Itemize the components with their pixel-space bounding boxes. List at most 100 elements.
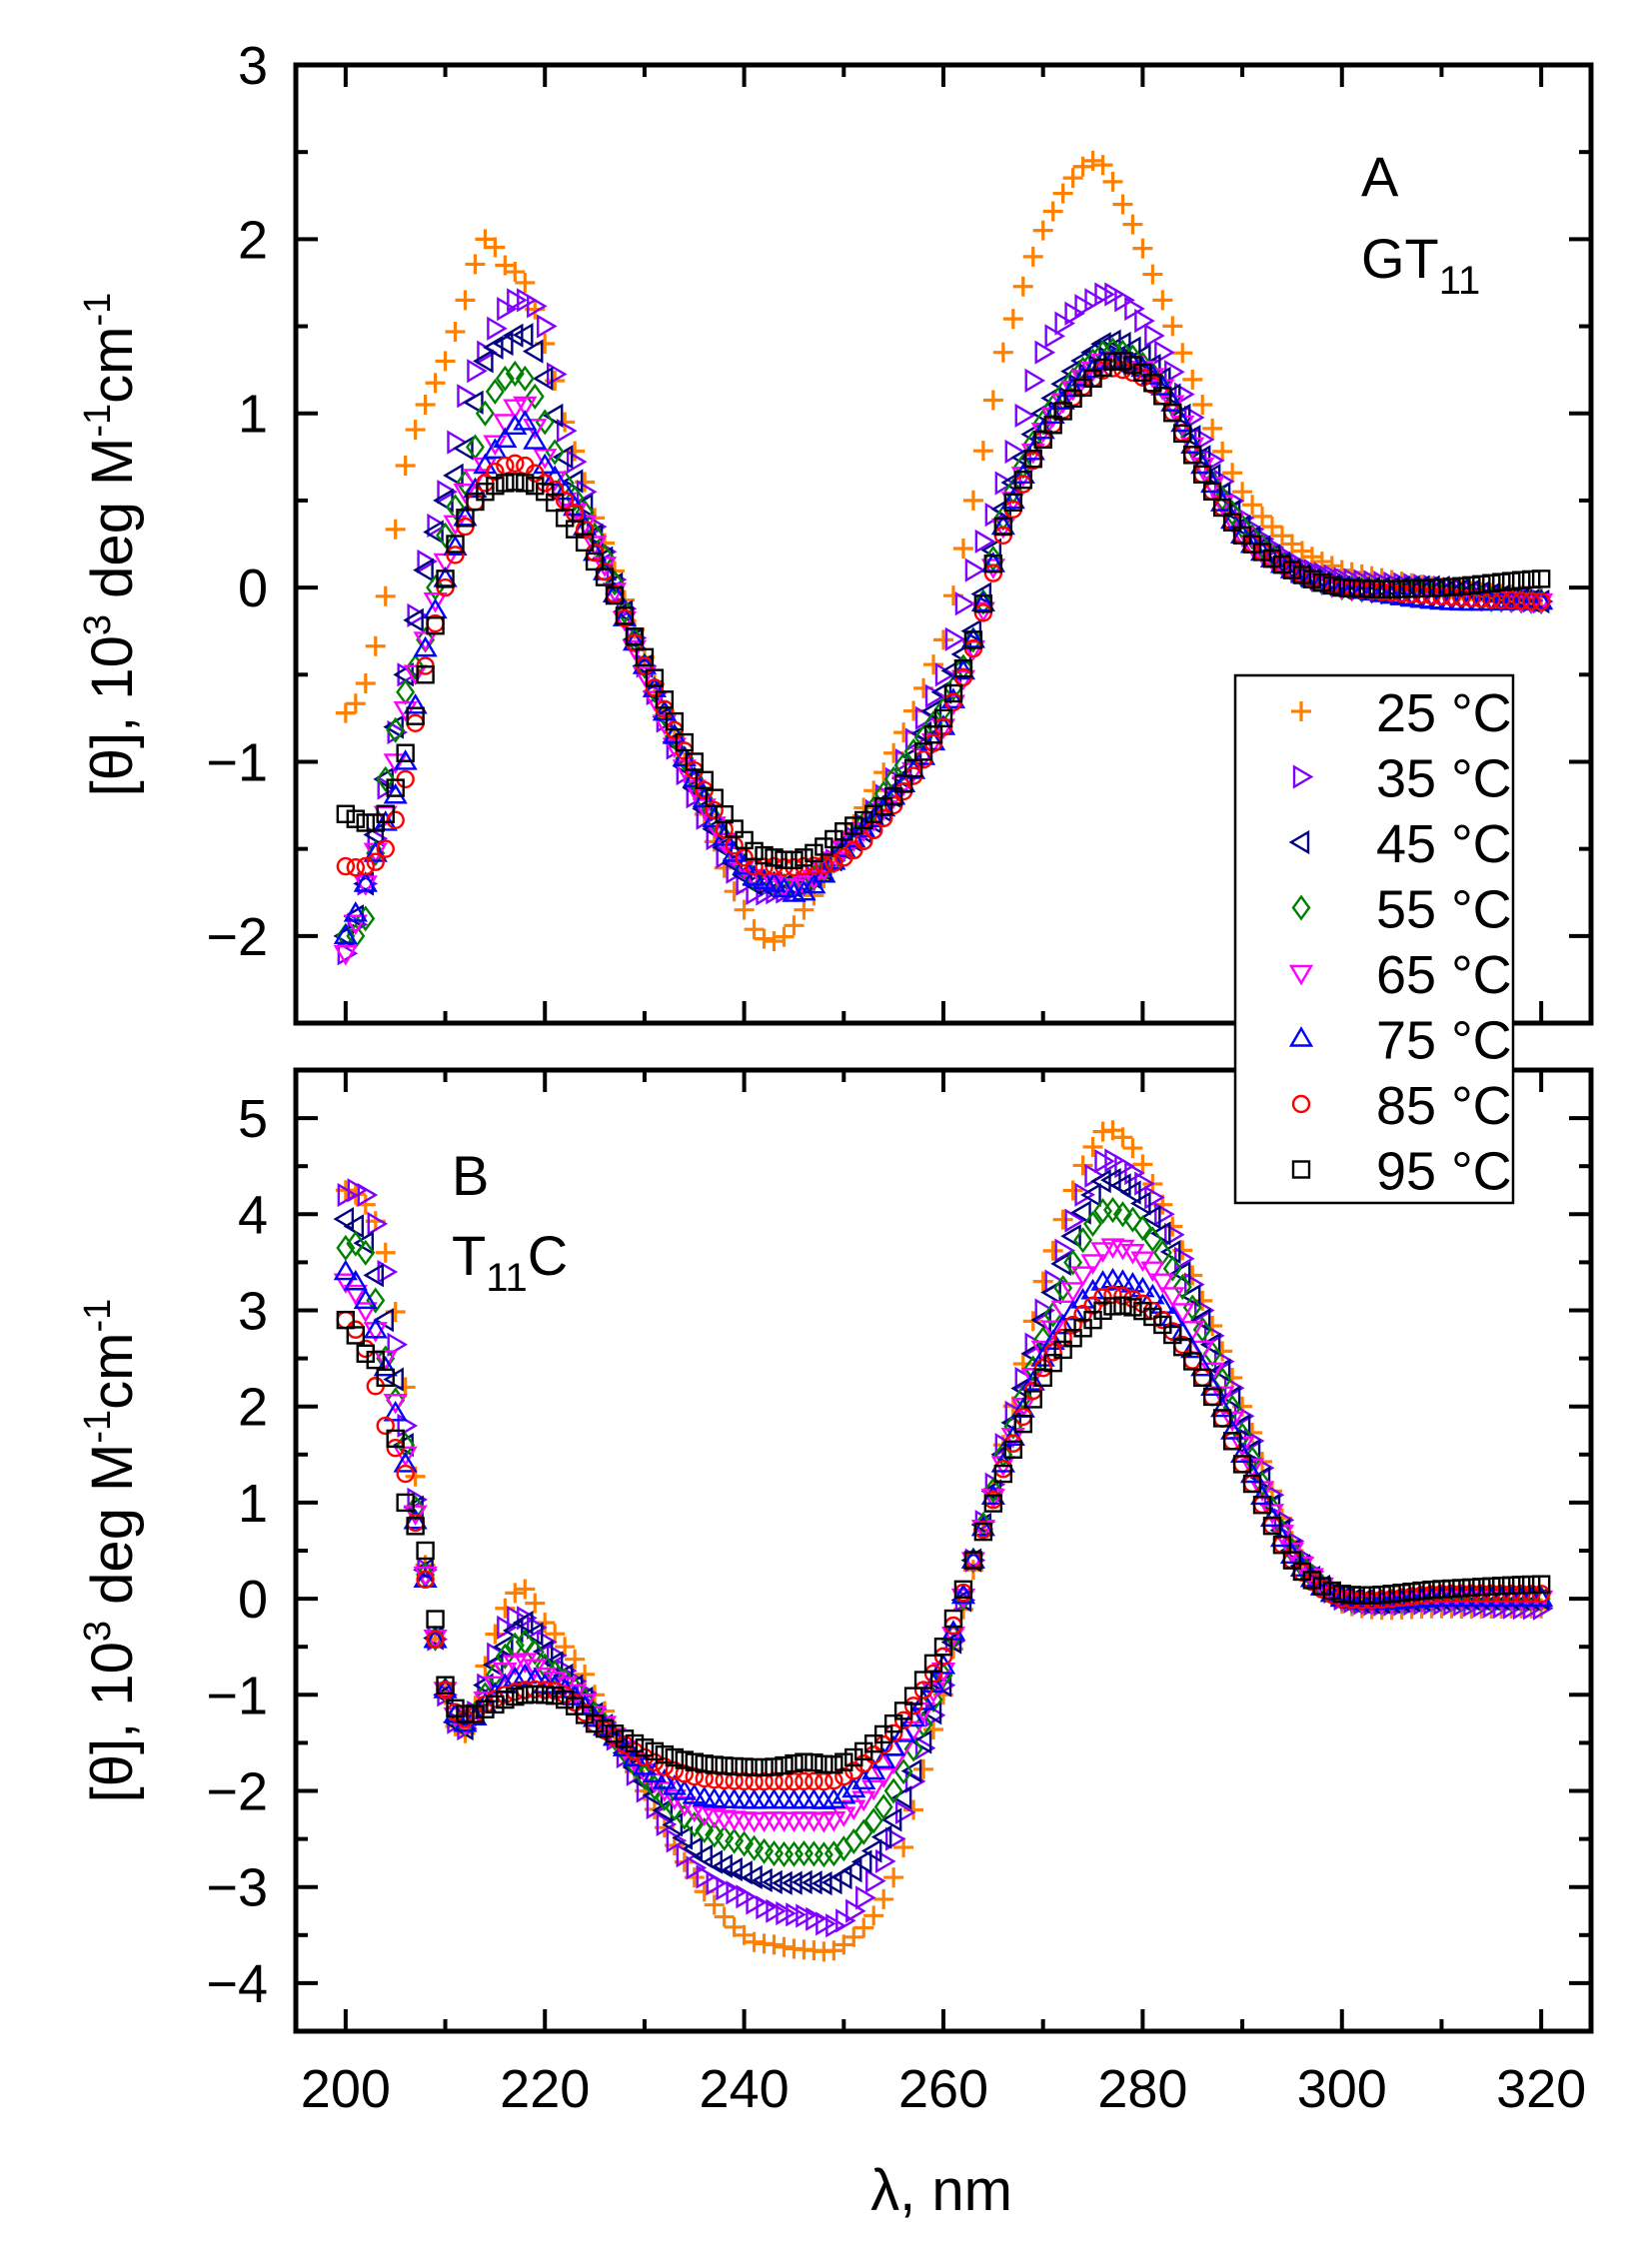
data-point <box>1332 577 1351 597</box>
data-point <box>446 1699 465 1718</box>
y-tick-label: 3 <box>238 1282 268 1342</box>
data-point <box>1112 1201 1132 1228</box>
data-point <box>913 1681 933 1700</box>
data-point <box>883 1723 903 1742</box>
data-point <box>376 1368 395 1388</box>
legend-item: 75 °C <box>1288 1011 1512 1071</box>
data-point <box>745 1834 765 1861</box>
data-point <box>1120 1180 1141 1205</box>
data-point <box>855 1885 876 1910</box>
data-point <box>435 351 456 372</box>
series-25C <box>335 1120 1552 1962</box>
data-point <box>1272 556 1292 574</box>
data-point <box>1130 1251 1155 1273</box>
data-point <box>776 1900 797 1926</box>
data-point <box>495 1598 516 1619</box>
data-point <box>535 409 555 436</box>
data-point <box>1064 1208 1085 1233</box>
data-point <box>495 365 515 392</box>
data-point <box>973 1522 993 1542</box>
data-point <box>1080 1182 1101 1208</box>
data-point <box>356 1239 376 1266</box>
legend-item: 95 °C <box>1291 1142 1512 1202</box>
data-point <box>963 1551 983 1570</box>
data-point <box>870 1824 892 1849</box>
data-point <box>1183 1352 1202 1371</box>
data-point <box>446 494 465 521</box>
data-point <box>1024 368 1046 393</box>
data-point <box>346 1230 366 1257</box>
data-point <box>1402 1582 1421 1602</box>
data-point <box>850 1849 872 1874</box>
data-point <box>566 450 588 475</box>
data-point <box>765 848 784 867</box>
data-point <box>873 1793 893 1820</box>
data-point <box>405 420 426 441</box>
data-point <box>533 453 558 475</box>
data-point <box>1083 369 1102 389</box>
data-point <box>343 901 368 922</box>
data-point <box>1512 570 1531 589</box>
data-point <box>1154 340 1175 365</box>
data-point <box>675 1764 694 1783</box>
data-point <box>645 678 665 697</box>
data-point <box>1212 441 1233 462</box>
data-point <box>343 914 368 936</box>
legend-marker-diamond-icon <box>1291 894 1311 921</box>
data-point <box>556 419 578 444</box>
data-point <box>765 1771 784 1791</box>
data-point <box>1054 1238 1075 1263</box>
data-point <box>841 826 866 848</box>
x-tick-label: 220 <box>500 2059 590 2119</box>
data-point <box>333 923 358 945</box>
data-point <box>376 765 396 792</box>
data-point <box>547 1643 568 1669</box>
data-point <box>1422 1580 1441 1600</box>
data-point <box>1392 1584 1411 1603</box>
data-point <box>1094 1149 1115 1174</box>
data-point <box>816 1911 836 1936</box>
data-point <box>903 1735 923 1762</box>
data-point <box>993 505 1013 532</box>
data-point <box>436 1676 455 1695</box>
data-point <box>1193 1298 1215 1323</box>
data-point <box>722 846 747 868</box>
data-point <box>1070 1200 1091 1225</box>
data-point <box>830 1864 852 1890</box>
data-point <box>675 732 694 752</box>
data-point <box>333 1259 358 1281</box>
data-point <box>356 813 375 832</box>
data-point <box>575 533 595 553</box>
data-point <box>1212 498 1232 518</box>
data-point <box>443 535 468 556</box>
data-point <box>772 1870 793 1895</box>
data-point <box>883 1777 903 1804</box>
data-point <box>923 725 943 744</box>
data-point <box>612 610 638 632</box>
data-point <box>1392 579 1411 598</box>
y-axis-title-b: [θ], 103 deg M-1cm-1 <box>77 1299 145 1803</box>
data-point <box>1512 1576 1531 1595</box>
data-point <box>513 1653 538 1674</box>
data-point <box>536 482 555 502</box>
data-point <box>675 1750 694 1769</box>
data-point <box>513 396 538 418</box>
data-point <box>715 819 734 839</box>
data-point <box>1140 1261 1165 1283</box>
data-point <box>756 1895 777 1920</box>
data-point <box>735 1757 754 1776</box>
data-point <box>397 1413 419 1439</box>
data-point <box>465 254 486 275</box>
data-point <box>685 752 704 771</box>
data-point <box>1162 1255 1182 1282</box>
data-point <box>1050 1313 1075 1335</box>
data-point <box>1319 571 1344 593</box>
data-point <box>555 491 575 511</box>
legend-marker-square-icon <box>1291 1160 1311 1179</box>
data-point <box>1150 375 1175 396</box>
data-point <box>1422 578 1441 597</box>
data-point <box>1212 1367 1232 1394</box>
data-point <box>980 1489 1005 1510</box>
data-point <box>854 831 873 851</box>
data-point <box>333 1273 358 1295</box>
